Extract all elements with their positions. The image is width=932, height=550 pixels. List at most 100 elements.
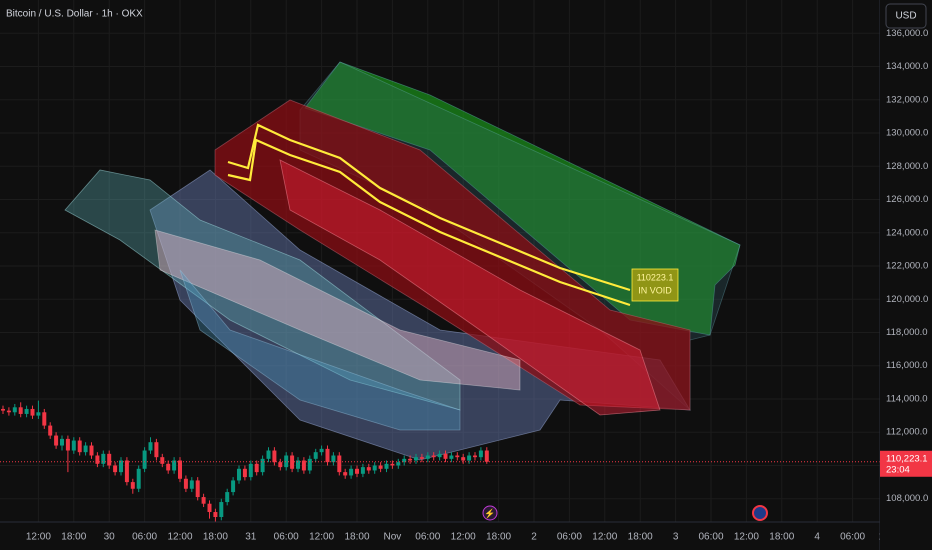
candle-body: [213, 512, 218, 518]
countdown-label: 23:04: [886, 464, 910, 475]
candle-body: [384, 463, 389, 469]
green-zone: [304, 61, 741, 336]
candle-body: [343, 472, 348, 476]
candles: [0, 400, 880, 522]
candle-body: [219, 502, 224, 518]
yellow-line: [227, 123, 631, 292]
x-tick-label: 12:00: [592, 532, 617, 543]
annotation-value: 110223.1: [637, 272, 674, 282]
candle-body: [396, 462, 401, 466]
candle-body: [408, 458, 413, 461]
candle-body: [437, 453, 442, 458]
candle-body: [419, 457, 424, 459]
candle-body: [42, 412, 47, 426]
x-tick-label: 06:00: [840, 532, 865, 543]
candle-body: [136, 468, 141, 489]
event-flag[interactable]: [752, 505, 768, 521]
red-zone: [279, 159, 661, 416]
x-tick-label: 2: [531, 532, 537, 543]
y-tick-label: 122,000.0: [886, 261, 928, 272]
currency-label[interactable]: USD: [895, 11, 916, 22]
candle-body: [478, 450, 483, 458]
candle-body: [473, 455, 477, 458]
candle-body: [414, 457, 418, 461]
candle-body: [461, 457, 466, 461]
dark-red-zone: [214, 99, 691, 411]
candle-body: [455, 455, 460, 458]
last-price-box: [880, 450, 932, 477]
candle-body: [301, 460, 306, 471]
candle-body: [443, 453, 448, 459]
candle-body: [113, 465, 118, 473]
candle-body: [95, 455, 100, 464]
x-tick-label: 18:00: [203, 532, 228, 543]
candle-body: [402, 458, 407, 463]
candle-body: [331, 455, 336, 463]
x-tick-label: 18:00: [486, 532, 511, 543]
y-tick-label: 134,000.0: [886, 61, 928, 72]
x-tick-label: 4: [814, 532, 820, 543]
candle-body: [425, 455, 430, 459]
candle-body: [254, 463, 259, 473]
y-tick-label: 128,000.0: [886, 161, 928, 172]
candle-body: [89, 445, 94, 456]
candle-body: [242, 468, 247, 478]
x-tick-label: 12:00: [26, 532, 51, 543]
x-tick-label: 12:0: [878, 532, 898, 543]
y-tick-label: 126,000.0: [886, 194, 928, 205]
candle-body: [65, 438, 70, 451]
candle-body: [178, 460, 182, 479]
candle-body: [207, 503, 212, 513]
x-tick-label: 18:00: [61, 532, 86, 543]
candle-body: [101, 453, 106, 464]
candle-body: [337, 455, 342, 473]
candle-body: [390, 463, 395, 466]
candle-body: [307, 458, 312, 471]
x-tick-label: Nov: [384, 532, 402, 543]
candle-body: [48, 425, 53, 436]
x-tick-label: 12:00: [167, 532, 192, 543]
candle-body: [54, 435, 59, 446]
x-tick-label: 12:00: [451, 532, 476, 543]
event-icon[interactable]: [482, 505, 498, 521]
candle-body: [24, 408, 29, 414]
candle-body: [189, 480, 194, 489]
candle-body: [284, 455, 289, 468]
candle-body: [201, 497, 206, 504]
candle-body: [148, 442, 153, 451]
candle-body: [237, 468, 241, 481]
y-tick-label: 112,000.0: [886, 427, 928, 438]
candle-body: [484, 450, 489, 462]
candle-body: [355, 468, 359, 474]
currency-button[interactable]: [885, 3, 927, 29]
candle-body: [319, 448, 324, 453]
candle-body: [378, 465, 383, 469]
candle-body: [172, 460, 177, 471]
candle-body: [124, 460, 129, 483]
candle-body: [195, 480, 200, 498]
candle-body: [160, 457, 165, 464]
y-tick-label: 124,000.0: [886, 227, 928, 238]
y-tick-label: 108,000.0: [886, 493, 928, 504]
candle-body: [313, 452, 318, 459]
candle-body: [6, 410, 11, 413]
y-tick-label: 132,000.0: [886, 94, 928, 105]
x-tick-label: 18:00: [769, 532, 794, 543]
candle-body: [30, 408, 35, 416]
x-tick-label: 30: [104, 532, 116, 543]
chart-title: Bitcoin / U.S. Dollar · 1h · OKX: [6, 9, 143, 20]
candle-body: [166, 463, 171, 471]
event-icon-glyph: ⚡: [484, 507, 495, 519]
y-tick-label: 120,000.0: [886, 294, 928, 305]
candle-body: [1, 408, 5, 411]
candle-body: [77, 440, 82, 453]
candle-body: [372, 465, 377, 471]
candle-body: [71, 440, 76, 451]
candle-body: [142, 450, 147, 469]
candle-body: [119, 460, 123, 473]
x-tick-label: 12:00: [309, 532, 334, 543]
x-tick-label: 12:00: [734, 532, 759, 543]
y-tick-label: 130,000.0: [886, 128, 928, 139]
candle-body: [130, 482, 135, 489]
